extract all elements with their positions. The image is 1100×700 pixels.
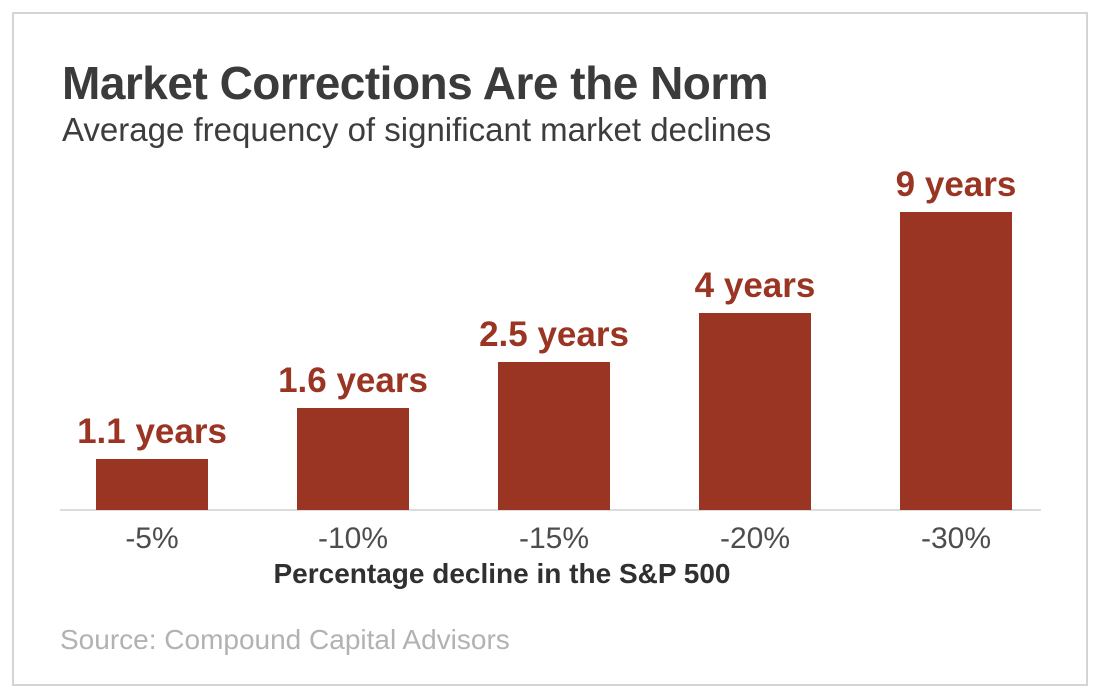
x-tick-label: -20%	[719, 522, 791, 555]
x-axis-baseline	[60, 509, 1041, 511]
chart-subtitle: Average frequency of significant market …	[62, 111, 772, 148]
bar-column--15pct: 2.5 years -15%	[479, 317, 629, 554]
source-attribution: Source: Compound Capital Advisors	[60, 624, 510, 655]
x-tick-label: -10%	[317, 522, 389, 555]
x-tick-label: -5%	[125, 522, 179, 555]
bar-column--20pct: 4 years -20%	[695, 268, 816, 554]
bar-value-label: 4 years	[694, 266, 816, 305]
bar-value-label: 1.6 years	[278, 361, 428, 400]
bar-2	[498, 362, 610, 510]
x-tick-label: -15%	[518, 522, 590, 555]
bar-value-label: 9 years	[895, 165, 1017, 204]
bar-0	[96, 459, 208, 510]
bar-value-label: 1.1 years	[77, 412, 227, 451]
bar-column--5pct: 1.1 years -5%	[77, 414, 227, 554]
bar-column--10pct: 1.6 years -10%	[278, 363, 428, 554]
x-axis-title: Percentage decline in the S&P 500	[273, 558, 731, 589]
bar-value-label: 2.5 years	[479, 315, 629, 354]
bar-column--30pct: 9 years -30%	[896, 167, 1017, 554]
x-tick-label: -30%	[920, 522, 992, 555]
bar-3	[699, 313, 811, 510]
bar-1	[297, 408, 409, 510]
bar-4	[900, 212, 1012, 510]
chart-title: Market Corrections Are the Norm	[62, 57, 769, 109]
